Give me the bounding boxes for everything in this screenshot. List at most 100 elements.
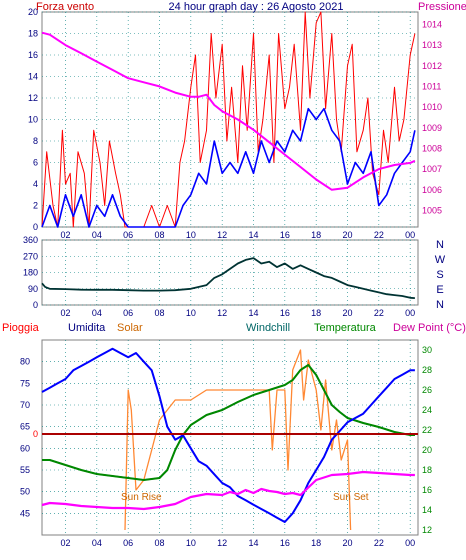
y2-tick-label: 22 xyxy=(422,425,432,435)
x-tick-label: 02 xyxy=(60,538,70,548)
x-tick-label: 04 xyxy=(92,230,102,240)
sun-rise-label: Sun Rise xyxy=(121,492,162,503)
x-tick-label: 10 xyxy=(186,230,196,240)
y2-tick-label: 1009 xyxy=(422,123,442,133)
y2-tick-label: 1012 xyxy=(422,61,442,71)
y2-tick-label: 16 xyxy=(422,485,432,495)
series-pressure xyxy=(41,31,416,191)
y2-tick-label: 1007 xyxy=(422,164,442,174)
y2-tick-label: 18 xyxy=(422,465,432,475)
y-tick-label: 70 xyxy=(20,400,30,410)
x-tick-label: 20 xyxy=(342,538,352,548)
solar-label: Solar xyxy=(117,322,143,334)
x-tick-label: 06 xyxy=(123,308,133,318)
compass-label: N xyxy=(436,299,444,311)
y-tick-label: 2 xyxy=(33,201,38,211)
x-tick-label: 12 xyxy=(217,230,227,240)
y-tick-label: 12 xyxy=(28,93,38,103)
x-tick-label: 14 xyxy=(248,538,258,548)
y2-tick-label: 1008 xyxy=(422,143,442,153)
x-tick-label: 16 xyxy=(280,230,290,240)
x-tick-label: 22 xyxy=(374,538,384,548)
x-tick-label: 00 xyxy=(405,230,415,240)
wind-force-label: Forza vento xyxy=(36,1,94,13)
x-tick-label: 14 xyxy=(248,308,258,318)
y-tick-label: 180 xyxy=(23,268,38,278)
y2-tick-label: 1014 xyxy=(422,19,442,29)
y-tick-label: 10 xyxy=(28,115,38,125)
y-tick-label: 270 xyxy=(23,251,38,261)
y-tick-label: 75 xyxy=(20,378,30,388)
y-tick-label: 20 xyxy=(28,7,38,17)
y-tick-label: 65 xyxy=(20,422,30,432)
x-tick-label: 16 xyxy=(280,538,290,548)
x-tick-label: 00 xyxy=(405,538,415,548)
y2-tick-label: 1010 xyxy=(422,102,442,112)
series-wind-average xyxy=(41,107,416,228)
x-tick-label: 08 xyxy=(154,308,164,318)
chart-title: 24 hour graph day : 26 Agosto 2021 xyxy=(169,1,344,13)
compass-label: E xyxy=(436,284,443,296)
y-tick-label: 6 xyxy=(33,158,38,168)
y-tick-label: 50 xyxy=(20,487,30,497)
series-layer xyxy=(41,11,418,531)
y-tick-label: 45 xyxy=(20,508,30,518)
y2-tick-label: 1005 xyxy=(422,205,442,215)
x-tick-label: 08 xyxy=(154,538,164,548)
series-humidity xyxy=(41,347,415,523)
y2-tick-label: 1011 xyxy=(422,81,441,91)
y-tick-label: 14 xyxy=(28,72,38,82)
y2-tick-label: 26 xyxy=(422,385,432,395)
y2-tick-label: 28 xyxy=(422,365,432,375)
x-tick-label: 02 xyxy=(60,230,70,240)
series-temperature xyxy=(42,364,415,481)
compass-label: S xyxy=(436,269,443,281)
windchill-label: Windchill xyxy=(246,322,290,334)
x-tick-label: 14 xyxy=(248,230,258,240)
x-tick-label: 10 xyxy=(186,308,196,318)
x-tick-label: 06 xyxy=(123,538,133,548)
humidity-label: Umidita xyxy=(68,322,106,334)
y-tick-label: 80 xyxy=(20,357,30,367)
compass-label: N xyxy=(436,239,444,251)
x-tick-label: 04 xyxy=(92,538,102,548)
y-tick-label: 0 xyxy=(33,300,38,310)
x-tick-label: 06 xyxy=(123,230,133,240)
x-tick-label: 20 xyxy=(342,308,352,318)
x-tick-label: 22 xyxy=(374,230,384,240)
y-tick-label: 4 xyxy=(33,179,38,189)
y2-tick-label: 14 xyxy=(422,505,432,515)
compass-label: W xyxy=(435,254,446,266)
x-tick-label: 22 xyxy=(374,308,384,318)
dewpoint-label: Dew Point (°C) xyxy=(393,322,466,334)
y2-tick-label: 1013 xyxy=(422,40,442,50)
x-tick-label: 12 xyxy=(217,308,227,318)
panel3-frame xyxy=(41,339,419,536)
rain-label: Pioggia xyxy=(2,322,40,334)
y2-tick-label: 24 xyxy=(422,405,432,415)
y-tick-label: 360 xyxy=(23,235,38,245)
x-tick-label: 04 xyxy=(92,308,102,318)
y2-tick-label: 1006 xyxy=(422,185,442,195)
x-tick-label: 00 xyxy=(405,308,415,318)
x-tick-label: 18 xyxy=(311,230,321,240)
y-tick-label: 55 xyxy=(20,465,30,475)
x-tick-label: 18 xyxy=(311,308,321,318)
x-tick-label: 08 xyxy=(154,230,164,240)
x-tick-label: 20 xyxy=(342,230,352,240)
x-tick-label: 02 xyxy=(60,308,70,318)
x-tick-label: 10 xyxy=(186,538,196,548)
series-dewpoint xyxy=(41,470,415,511)
x-tick-label: 18 xyxy=(311,538,321,548)
y-tick-label: 0 xyxy=(33,222,38,232)
series-wind-force xyxy=(41,11,416,228)
y-tick-label: 16 xyxy=(28,50,38,60)
y-tick-label: 18 xyxy=(28,29,38,39)
y-tick-label: 8 xyxy=(33,136,38,146)
series-wind-direction xyxy=(41,257,415,299)
sun-set-label: Sun Set xyxy=(333,492,369,503)
rain-zero-label: 0 xyxy=(33,429,38,439)
